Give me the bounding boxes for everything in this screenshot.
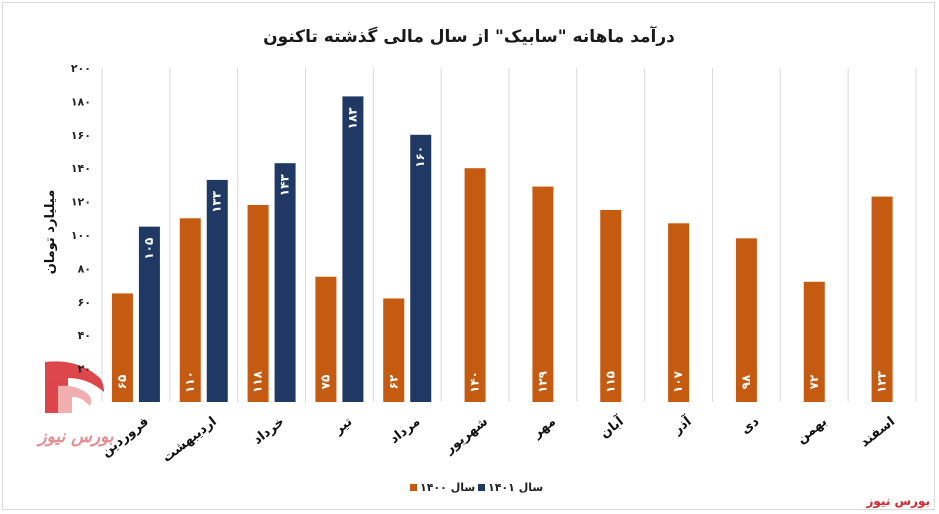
y-tick-label: ۱۰۰ bbox=[71, 229, 91, 242]
bar bbox=[600, 209, 622, 402]
legend-label: سال ۱۴۰۰ bbox=[420, 481, 475, 494]
data-label: ۶۵ bbox=[115, 375, 129, 390]
y-axis-label: میلیارد تومان bbox=[43, 190, 58, 275]
data-label: ۱۳۳ bbox=[210, 190, 224, 213]
grid bbox=[101, 68, 917, 402]
y-tick-label: ۱۴۰ bbox=[71, 162, 91, 175]
watermark-logo: بورس نیوز bbox=[35, 361, 114, 447]
x-tick-label: دی bbox=[738, 414, 762, 437]
legend-label: سال ۱۴۰۱ bbox=[488, 481, 543, 494]
legend-swatch bbox=[478, 484, 485, 491]
y-axis: ۲۰ ۴۰ ۶۰ ۸۰ ۱۰۰ ۱۲۰ ۱۴۰ ۱۶۰ ۱۸۰ ۲۰۰ bbox=[71, 62, 91, 376]
bar bbox=[532, 186, 554, 402]
data-label: ۷۵ bbox=[318, 375, 332, 390]
data-label: ۱۴۰ bbox=[468, 371, 482, 393]
bar bbox=[410, 134, 432, 403]
logo-light-shape bbox=[58, 385, 91, 413]
x-tick-label: بهمن bbox=[794, 414, 830, 447]
bar bbox=[247, 204, 269, 402]
data-label: ۱۰۷ bbox=[671, 370, 685, 393]
bar bbox=[206, 179, 228, 402]
x-tick-label: آذر bbox=[669, 412, 695, 438]
data-label: ۶۲ bbox=[386, 374, 400, 389]
x-tick-label: مهر bbox=[529, 414, 559, 442]
bar bbox=[315, 276, 337, 402]
bar bbox=[342, 96, 364, 402]
bar bbox=[871, 196, 893, 402]
y-tick-label: ۲۰۰ bbox=[71, 62, 91, 75]
x-axis: فروردین اردیبهشت خرداد تیر مرداد شهریور مهر آبا… bbox=[99, 412, 898, 465]
data-label: ۱۰۵ bbox=[142, 238, 156, 260]
y-tick-label: ۲۰ bbox=[78, 363, 91, 376]
x-tick-label: تیر bbox=[331, 414, 355, 438]
data-label: ۷۲ bbox=[807, 374, 821, 389]
bar bbox=[111, 293, 133, 402]
y-tick-label: ۱۶۰ bbox=[71, 129, 91, 142]
x-tick-label: مرداد bbox=[387, 414, 423, 447]
bar bbox=[803, 281, 825, 402]
y-tick-label: ۱۸۰ bbox=[71, 95, 91, 108]
y-tick-label: ۴۰ bbox=[78, 329, 91, 342]
x-tick-label: شهریور bbox=[442, 414, 491, 457]
bars: ۶۵ ۱۰۵ ۱۱۰ ۱۳۳ ۱۱۸ ۱۴۳ ۷۵ ۱۸۳ ۶۲ ۱۶۰ ۱۴۰ ۱۲۹ ۱۱۵ ۱۰۷ ۹… bbox=[111, 96, 893, 403]
legend: سال ۱۴۰۱ سال ۱۴۰۰ bbox=[410, 481, 543, 494]
bar bbox=[668, 223, 690, 402]
data-label: ۱۱۵ bbox=[603, 371, 617, 393]
bar bbox=[179, 218, 201, 402]
y-tick-label: ۱۲۰ bbox=[71, 196, 91, 209]
bar bbox=[735, 238, 757, 402]
data-label: ۱۴۳ bbox=[278, 174, 292, 197]
source-label: بورس نیوز bbox=[865, 494, 930, 509]
data-label: ۱۸۳ bbox=[345, 107, 359, 130]
x-tick-label: اسفند bbox=[858, 414, 898, 450]
bar bbox=[383, 298, 405, 402]
chart-title: درآمد ماهانه "سابیک" از سال مالی گذشته ت… bbox=[263, 25, 675, 47]
data-label: ۱۶۰ bbox=[413, 146, 427, 168]
bar bbox=[274, 163, 296, 402]
data-label: ۱۲۹ bbox=[535, 370, 549, 393]
x-tick-label: آبان bbox=[596, 412, 627, 441]
data-label: ۱۱۸ bbox=[251, 370, 265, 393]
data-label: ۹۸ bbox=[739, 374, 753, 389]
data-label: ۱۲۳ bbox=[875, 370, 889, 393]
y-tick-label: ۶۰ bbox=[78, 296, 91, 309]
bar bbox=[138, 226, 160, 402]
bar bbox=[464, 168, 486, 402]
x-tick-label: اردیبهشت bbox=[160, 414, 220, 465]
y-tick-label: ۸۰ bbox=[78, 262, 91, 275]
x-tick-label: خرداد bbox=[250, 414, 287, 448]
data-label: ۱۱۰ bbox=[183, 371, 197, 393]
legend-swatch bbox=[410, 484, 417, 491]
logo-wordmark: بورس نیوز bbox=[35, 427, 114, 447]
